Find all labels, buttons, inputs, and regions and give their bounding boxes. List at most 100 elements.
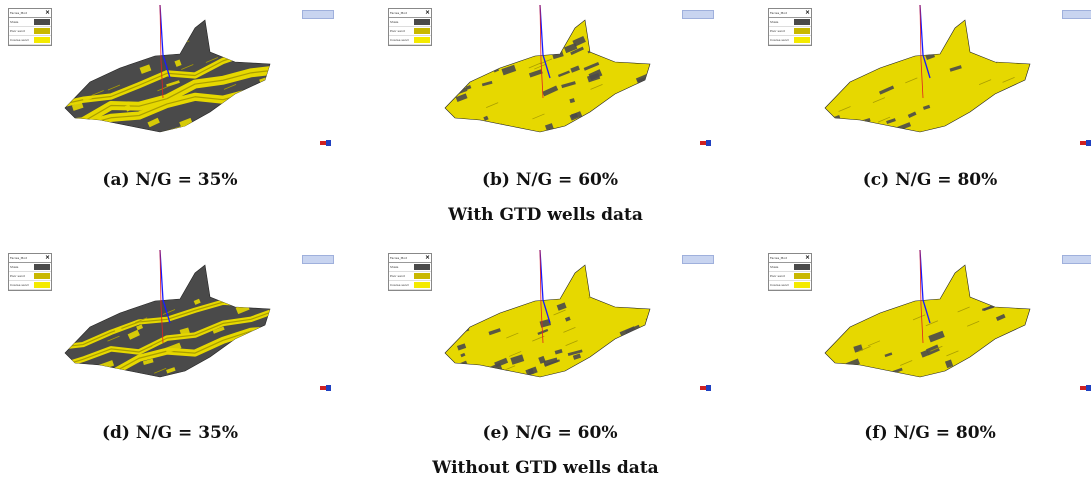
reservoir-surface-c [824,4,1031,133]
legend-swatch [414,37,430,43]
legend-title: Facies_Mod [390,11,408,15]
legend-header: Facies_Mod × [769,9,811,18]
facies-legend: Facies_Mod × Shale Poor sand Coarse sand [8,8,52,46]
well-trajectory [539,4,551,99]
legend-swatch [794,282,810,288]
legend-row: Coarse sand [9,281,51,290]
legend-label: Coarse sand [770,38,789,42]
close-icon[interactable]: × [44,9,50,16]
close-icon[interactable]: × [424,254,430,261]
legend-row: Poor sand [389,272,431,281]
legend-row: Shale [769,18,811,27]
legend-row: Coarse sand [389,36,431,45]
legend-label: Shale [390,20,399,24]
legend-swatch [414,264,430,270]
close-icon[interactable]: × [804,9,810,16]
legend-swatch [414,273,430,279]
legend-swatch [794,37,810,43]
well-trajectory [159,249,171,344]
legend-swatch [34,28,50,34]
axis-orientation-icon [700,385,711,391]
legend-row: Shale [769,263,811,272]
view-tab[interactable] [302,255,334,264]
legend-header: Facies_Mod × [389,9,431,18]
close-icon[interactable]: × [804,254,810,261]
reservoir-surface-b [444,4,651,133]
legend-swatch [414,28,430,34]
legend-label: Coarse sand [390,283,409,287]
legend-title: Facies_Mod [770,256,788,260]
legend-swatch [34,282,50,288]
facies-legend: Facies_Mod × Shale Poor sand Coarse sand [388,8,432,46]
legend-swatch [34,19,50,25]
panel-d: Facies_Mod × Shale Poor sand Coarse sand [0,245,334,405]
legend-row: Poor sand [389,27,431,36]
legend-label: Poor sand [770,274,785,278]
legend-row: Poor sand [9,272,51,281]
legend-label: Coarse sand [10,38,29,42]
legend-title: Facies_Mod [10,256,28,260]
group-caption-without-gtd: Without GTD wells data [432,458,659,478]
facies-legend: Facies_Mod × Shale Poor sand Coarse sand [388,253,432,291]
legend-label: Shale [390,265,399,269]
legend-swatch [34,264,50,270]
legend-header: Facies_Mod × [389,254,431,263]
axis-orientation-icon [1080,140,1091,146]
view-tab[interactable] [302,10,334,19]
legend-label: Poor sand [10,29,25,33]
reservoir-surface-d [64,249,271,378]
view-tab[interactable] [682,10,714,19]
legend-title: Facies_Mod [10,11,28,15]
legend-header: Facies_Mod × [9,254,51,263]
surface-base [824,19,1031,133]
caption-c: (c) N/G = 80% [862,170,998,190]
legend-row: Coarse sand [769,281,811,290]
panel-e: Facies_Mod × Shale Poor sand Coarse sand [380,245,714,405]
axis-orientation-icon [320,385,331,391]
facies-legend: Facies_Mod × Shale Poor sand Coarse sand [768,8,812,46]
caption-f: (f) N/G = 80% [864,423,996,443]
legend-title: Facies_Mod [770,11,788,15]
legend-swatch [34,37,50,43]
caption-e: (e) N/G = 60% [482,423,618,443]
legend-label: Shale [770,265,779,269]
close-icon[interactable]: × [424,9,430,16]
legend-label: Shale [770,20,779,24]
legend-row: Shale [389,18,431,27]
close-icon[interactable]: × [44,254,50,261]
legend-swatch [34,273,50,279]
view-tab[interactable] [1062,255,1091,264]
axis-orientation-icon [700,140,711,146]
legend-label: Poor sand [390,274,405,278]
legend-swatch [794,273,810,279]
reservoir-surface-a [64,4,271,133]
facies-legend: Facies_Mod × Shale Poor sand Coarse sand [8,253,52,291]
axis-orientation-icon [320,140,331,146]
view-tab[interactable] [1062,10,1091,19]
facies-legend: Facies_Mod × Shale Poor sand Coarse sand [768,253,812,291]
legend-header: Facies_Mod × [9,9,51,18]
legend-label: Coarse sand [10,283,29,287]
view-tab[interactable] [682,255,714,264]
legend-header: Facies_Mod × [769,254,811,263]
legend-row: Coarse sand [769,36,811,45]
panel-c: Facies_Mod × Shale Poor sand Coarse sand [760,0,1091,160]
surface-base [824,264,1031,378]
reservoir-surface-f [824,249,1031,378]
reservoir-surface-e [444,249,651,378]
legend-label: Coarse sand [770,283,789,287]
legend-row: Poor sand [769,272,811,281]
legend-row: Poor sand [769,27,811,36]
axis-orientation-icon [1080,385,1091,391]
well-trajectory [919,4,931,99]
well-trajectory [159,4,171,99]
legend-row: Poor sand [9,27,51,36]
panel-a: Facies_Mod × Shale Poor sand Coarse sand [0,0,334,160]
legend-label: Poor sand [770,29,785,33]
legend-row: Shale [9,18,51,27]
legend-label: Coarse sand [390,38,409,42]
legend-row: Shale [9,263,51,272]
caption-b: (b) N/G = 60% [481,170,619,190]
panel-f: Facies_Mod × Shale Poor sand Coarse sand [760,245,1091,405]
group-caption-with-gtd: With GTD wells data [448,205,643,225]
